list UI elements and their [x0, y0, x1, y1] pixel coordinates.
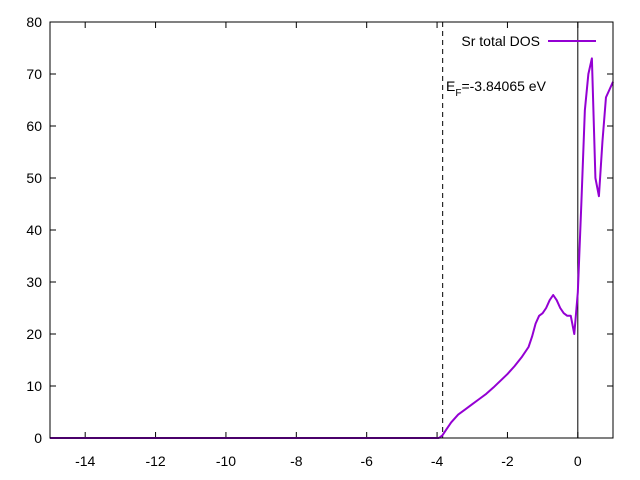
x-tick-label: -8: [290, 453, 303, 469]
y-tick-label: 30: [26, 274, 42, 290]
y-tick-label: 70: [26, 66, 42, 82]
y-tick-label: 0: [34, 430, 42, 446]
y-tick-label: 20: [26, 326, 42, 342]
x-tick-label: -10: [216, 453, 236, 469]
label-layer: -14 -12 -10 -8 -6 -4 -2 0 0 10 20 30 40 50 60 70 80: [26, 14, 581, 469]
x-tick-label: -12: [145, 453, 165, 469]
x-tick-label: 0: [574, 453, 582, 469]
series-layer: [50, 57, 614, 439]
x-tick-label: -4: [431, 453, 444, 469]
x-tick-label: -2: [501, 453, 514, 469]
y-tick-label: 60: [26, 118, 42, 134]
fermi-label-sub: F: [455, 88, 461, 99]
y-tick-label: 80: [26, 14, 42, 30]
plot-frame: [49, 21, 614, 439]
fermi-label-value: =-3.84065 eV: [461, 78, 546, 94]
dos-series-line: [50, 57, 614, 439]
y-tick-label: 40: [26, 222, 42, 238]
x-tick-label: -6: [360, 453, 373, 469]
x-tick-label: -14: [75, 453, 95, 469]
reference-lines: [442, 22, 579, 438]
fermi-label-base: E: [446, 78, 455, 94]
fermi-level-label: EF=-3.84065 eV: [446, 78, 547, 99]
y-tick-label: 50: [26, 170, 42, 186]
legend-label: Sr total DOS: [461, 33, 540, 49]
y-tick-label: 10: [26, 378, 42, 394]
legend: Sr total DOS: [461, 33, 596, 49]
